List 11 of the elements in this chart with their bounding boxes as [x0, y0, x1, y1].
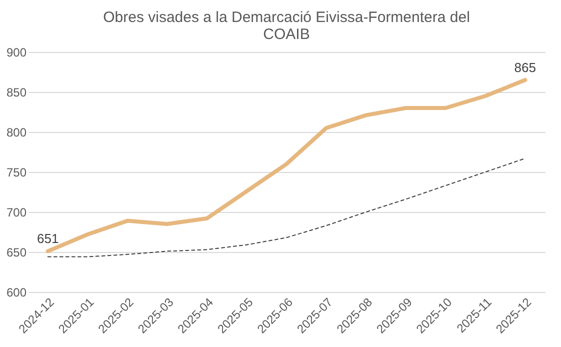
y-tick-label: 900 — [6, 46, 27, 60]
y-tick-label: 850 — [6, 86, 27, 100]
text: COAIB — [263, 26, 310, 43]
y-tick-label: 700 — [6, 206, 27, 220]
y-tick-label: 750 — [6, 166, 27, 180]
text: Obres visades a la Demarcació Eivissa-Formentera del — [103, 9, 470, 26]
data-label: 865 — [514, 60, 536, 75]
y-tick-label: 800 — [6, 126, 27, 140]
data-label: 651 — [37, 231, 59, 246]
y-tick-label: 600 — [6, 286, 27, 300]
y-tick-label: 650 — [6, 246, 27, 260]
